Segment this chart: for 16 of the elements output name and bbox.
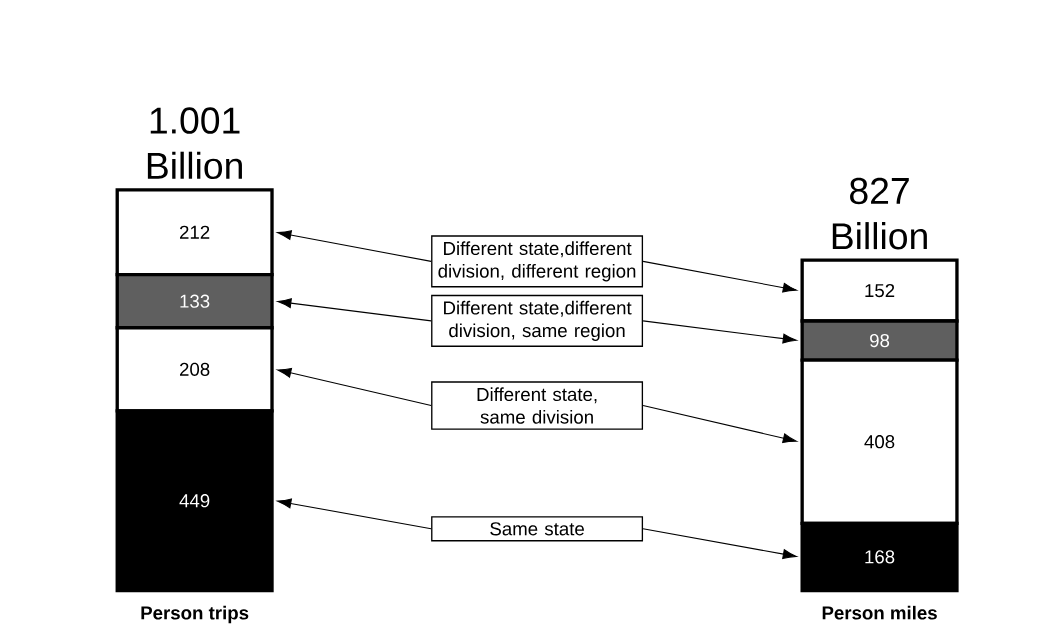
total-label: 827 Billion: [832, 177, 927, 250]
data-label: 208: [179, 362, 210, 377]
total-label: 1.001 Billion: [147, 107, 242, 180]
text: Same state: [490, 522, 584, 536]
data-label: 168: [865, 550, 895, 564]
data-label: 98: [870, 334, 890, 348]
data-label: 408: [864, 435, 895, 449]
text: Different state,different division, different region: [438, 241, 636, 282]
data-label: 133: [180, 294, 210, 308]
data-label: 152: [865, 284, 895, 298]
data-label: 449: [179, 494, 210, 508]
x-tick-label: Person trips: [141, 605, 249, 624]
text: Different state,different division, same region: [444, 300, 632, 341]
text: Different state, same division: [477, 387, 597, 424]
data-label: 212: [179, 225, 210, 239]
x-tick-label: Person miles: [822, 605, 937, 620]
